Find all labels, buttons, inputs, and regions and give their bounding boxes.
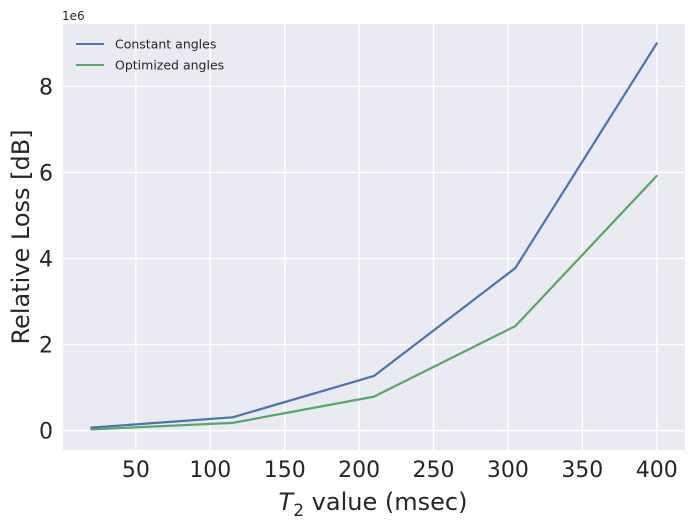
x-axis-label: T2 value (msec) bbox=[279, 488, 468, 521]
x-tick-label: 200 bbox=[338, 458, 380, 483]
x-tick-label: 350 bbox=[561, 458, 603, 483]
y-tick-label: 2 bbox=[39, 334, 53, 359]
x-tick-label: 400 bbox=[636, 458, 678, 483]
y-tick-labels: 0 2 4 6 8 bbox=[39, 75, 53, 444]
x-tick-label: 250 bbox=[413, 458, 455, 483]
x-axis-label-text: value (msec) bbox=[304, 488, 467, 516]
y-tick-label: 4 bbox=[39, 248, 53, 273]
x-tick-label: 50 bbox=[122, 458, 150, 483]
y-tick-label: 6 bbox=[39, 161, 53, 186]
plot-area-background bbox=[63, 24, 685, 450]
y-offset-label: 1e6 bbox=[62, 9, 85, 23]
x-tick-label: 100 bbox=[189, 458, 231, 483]
legend-label-constant-angles: Constant angles bbox=[115, 37, 216, 52]
y-axis-label: Relative Loss [dB] bbox=[7, 129, 35, 344]
y-tick-label: 0 bbox=[39, 420, 53, 445]
x-tick-labels: 50 100 150 200 250 300 350 400 bbox=[122, 458, 678, 483]
x-tick-label: 150 bbox=[264, 458, 306, 483]
x-tick-label: 300 bbox=[487, 458, 529, 483]
x-axis-label-subscript: 2 bbox=[293, 501, 304, 521]
legend-label-optimized-angles: Optimized angles bbox=[115, 58, 224, 73]
y-tick-label: 8 bbox=[39, 75, 53, 100]
